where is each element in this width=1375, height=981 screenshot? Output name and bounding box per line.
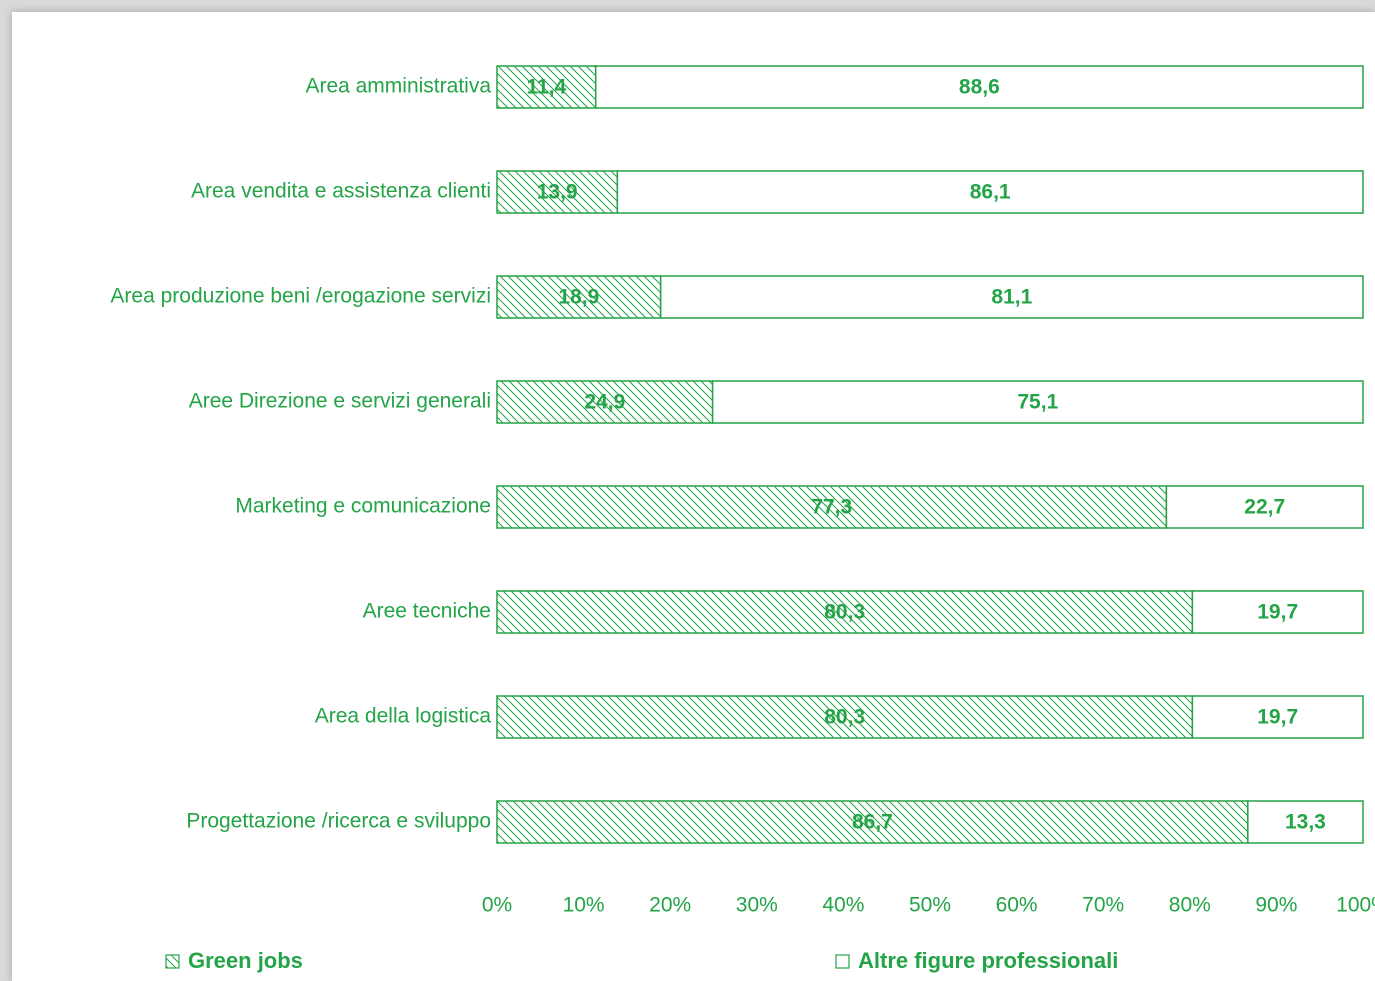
bar-segment	[1191, 590, 1364, 634]
x-tick-label: 80%	[1169, 894, 1211, 917]
category-label: Area produzione beni /erogazione servizi	[110, 285, 491, 308]
x-tick-label: 70%	[1082, 894, 1124, 917]
category-label: Aree tecniche	[363, 600, 491, 623]
value-label: 13,9	[537, 181, 578, 204]
category-label: Area della logistica	[315, 705, 492, 728]
value-label: 75,1	[1017, 391, 1058, 414]
value-label: 80,3	[824, 601, 865, 624]
legend-label: Green jobs	[188, 948, 303, 973]
value-label: 24,9	[584, 391, 625, 414]
bar-segment	[711, 380, 1364, 424]
bar-segment	[1191, 695, 1364, 739]
bar-segment	[496, 695, 1194, 739]
x-tick-label: 100%	[1336, 894, 1375, 917]
value-label: 86,1	[970, 181, 1011, 204]
value-label: 77,3	[811, 496, 852, 519]
value-label: 22,7	[1244, 496, 1285, 519]
x-tick-label: 10%	[563, 894, 605, 917]
value-label: 18,9	[558, 286, 599, 309]
bar-segment	[1247, 800, 1364, 844]
legend-swatch	[165, 954, 180, 969]
bar-segment	[1165, 485, 1364, 529]
x-tick-label: 90%	[1255, 894, 1297, 917]
bar-segment	[496, 170, 619, 214]
x-tick-label: 30%	[736, 894, 778, 917]
bar-segment	[496, 275, 662, 319]
value-label: 19,7	[1257, 601, 1298, 624]
value-label: 13,3	[1285, 811, 1326, 834]
category-label: Progettazione /ricerca e sviluppo	[186, 810, 491, 833]
x-tick-label: 60%	[996, 894, 1038, 917]
bar-segment	[496, 485, 1168, 529]
bar-segment	[496, 590, 1194, 634]
value-label: 19,7	[1257, 706, 1298, 729]
legend-label: Altre figure professionali	[858, 948, 1118, 973]
x-tick-label: 20%	[649, 894, 691, 917]
bar-segment	[659, 275, 1364, 319]
x-tick-label: 50%	[909, 894, 951, 917]
bar-segment	[594, 65, 1364, 109]
category-label: Marketing e comunicazione	[235, 495, 491, 518]
bar-segment	[496, 65, 597, 109]
category-label: Area vendita e assistenza clienti	[191, 180, 491, 203]
bar-segment	[496, 800, 1249, 844]
category-label: Area amministrativa	[305, 75, 491, 98]
value-label: 88,6	[959, 76, 1000, 99]
x-tick-label: 40%	[822, 894, 864, 917]
value-label: 80,3	[824, 706, 865, 729]
x-tick-label: 0%	[482, 894, 512, 917]
value-label: 81,1	[991, 286, 1032, 309]
legend-swatch	[835, 954, 850, 969]
value-label: 11,4	[527, 76, 567, 99]
category-label: Aree Direzione e servizi generali	[189, 390, 491, 413]
value-label: 86,7	[852, 811, 893, 834]
bar-segment	[616, 170, 1364, 214]
